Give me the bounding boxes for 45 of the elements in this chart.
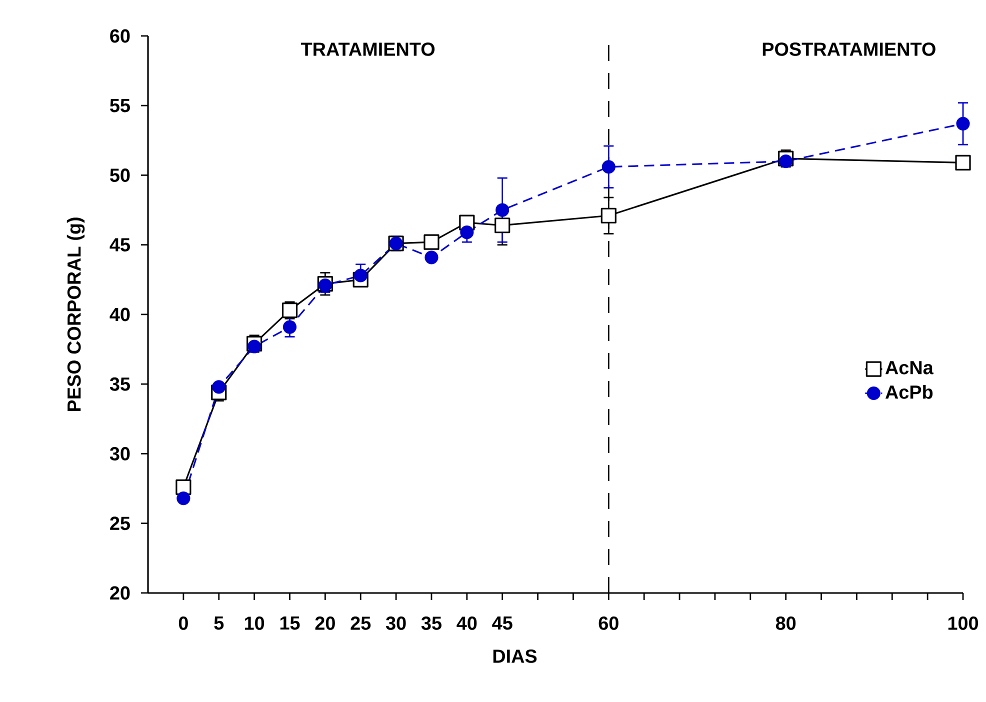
point [955, 154, 971, 170]
point [176, 491, 190, 506]
legend-label: AcPb [885, 384, 933, 399]
annotation: POSTRATAMIENTO [762, 42, 936, 56]
legend-label: AcNa [885, 361, 934, 374]
y-tick-label: 20 [110, 586, 130, 600]
x-tick-label: 100 [948, 616, 978, 630]
y-tick-label: 25 [110, 516, 130, 530]
x-axis-title: DIAS [493, 649, 537, 663]
y-tick-label: 55 [110, 99, 130, 112]
point [600, 208, 616, 224]
y-tick-label: 40 [110, 308, 130, 322]
point [602, 160, 616, 174]
point [282, 302, 298, 318]
x-tick-label: 5 [214, 616, 224, 630]
y-tick-label: 60 [110, 29, 130, 43]
point [496, 203, 510, 217]
x-tick-label: 45 [492, 616, 512, 630]
y-tick-label: 50 [110, 168, 130, 182]
annotation: TRATAMIENTO [300, 42, 435, 56]
point [460, 226, 474, 240]
y-axis-title: PESO CORPORAL (g) [66, 218, 85, 412]
x-tick-label: 25 [350, 616, 371, 630]
point [212, 380, 226, 394]
point [779, 154, 793, 168]
y-tick-label: 45 [110, 238, 130, 252]
point [956, 116, 970, 131]
point [424, 234, 440, 250]
x-tick-label: 0 [178, 616, 188, 630]
point [176, 479, 192, 495]
x-tick-label: 30 [386, 616, 406, 630]
x-tick-label: 60 [598, 616, 618, 630]
point [248, 340, 262, 354]
point [424, 250, 438, 264]
x-tick-label: 20 [315, 616, 335, 630]
point [494, 218, 510, 234]
x-tick-label: 10 [244, 616, 264, 630]
x-tick-label: 15 [280, 616, 300, 630]
y-tick-label: 35 [110, 377, 130, 391]
point [354, 268, 368, 282]
point [282, 320, 297, 334]
x-tick-label: 80 [776, 616, 796, 630]
x-tick-label: 35 [421, 616, 442, 630]
y-tick-label: 30 [110, 447, 130, 460]
x-tick-label: 40 [456, 616, 477, 630]
